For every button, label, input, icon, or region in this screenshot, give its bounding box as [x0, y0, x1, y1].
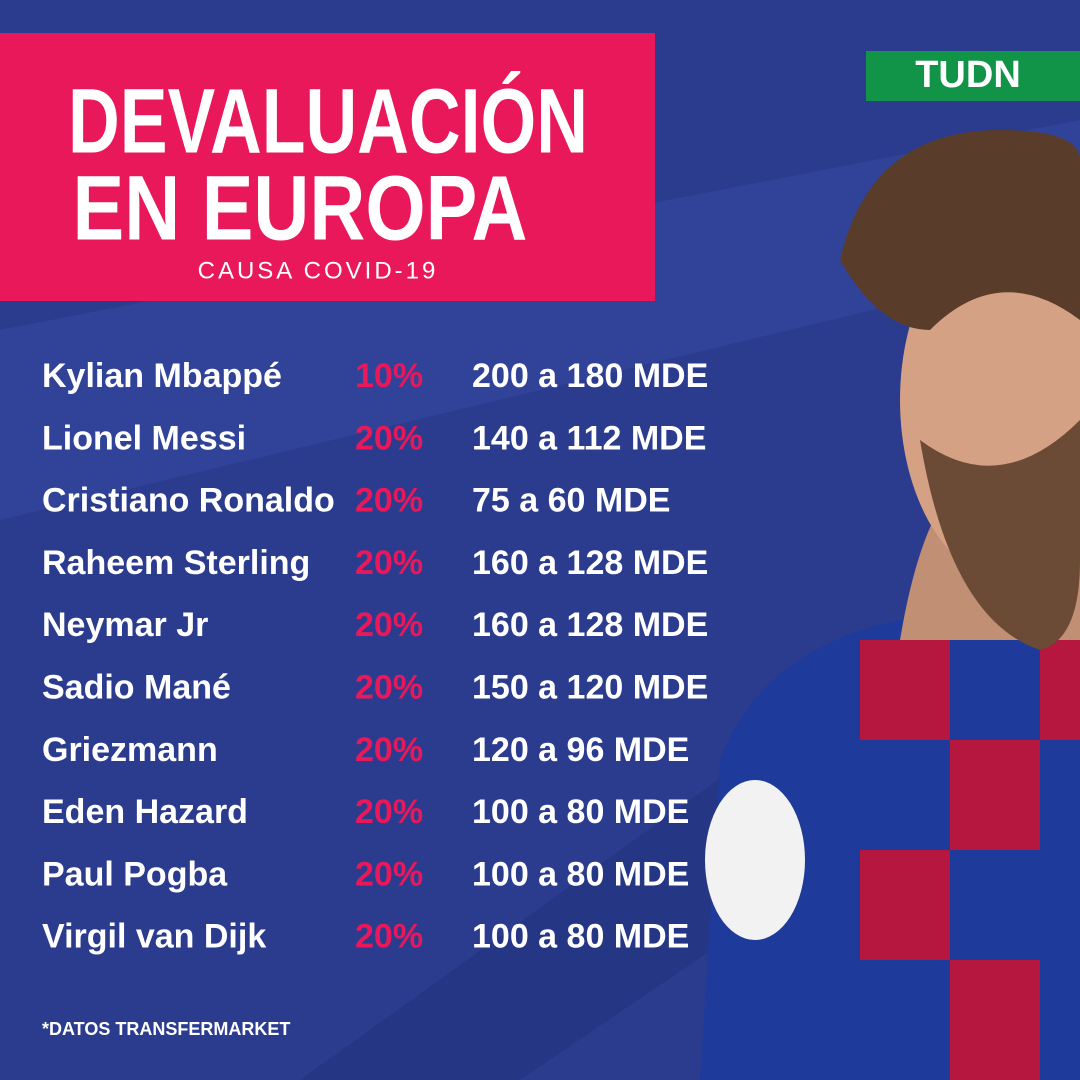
value-range: 200 a 180 MDE [472, 357, 708, 395]
devaluation-percent: 20% [355, 855, 423, 893]
player-name: Kylian Mbappé [42, 357, 282, 395]
player-name: Cristiano Ronaldo [42, 482, 335, 520]
value-range: 120 a 96 MDE [472, 731, 689, 769]
title-line: DEVALUACIÓN [68, 69, 588, 172]
value-range: 160 a 128 MDE [472, 544, 708, 582]
subtitle: CAUSA COVID-19 [198, 257, 439, 284]
value-range: 160 a 128 MDE [472, 606, 708, 644]
value-range: 100 a 80 MDE [472, 855, 689, 893]
player-name: Griezmann [42, 731, 218, 769]
footnote: *DATOS TRANSFERMARKET [42, 1019, 290, 1039]
bg-stripe [0, 120, 1080, 520]
devaluation-percent: 20% [355, 793, 423, 831]
table: Kylian Mbappé 10% 200 a 180 MDE Lionel Mess… [42, 357, 708, 956]
player-name: Paul Pogba [42, 855, 228, 893]
devaluation-percent: 10% [355, 357, 423, 395]
player-name: Lionel Messi [42, 419, 246, 457]
devaluation-percent: 20% [355, 419, 423, 457]
player-name: Neymar Jr [42, 606, 208, 644]
player-name: Sadio Mané [42, 668, 231, 706]
brand-logo: TUDN [915, 54, 1021, 96]
devaluation-percent: 20% [355, 731, 423, 769]
devaluation-percent: 20% [355, 606, 423, 644]
value-range: 150 a 120 MDE [472, 668, 708, 706]
player-name: Eden Hazard [42, 793, 248, 831]
title-box [0, 33, 655, 301]
devaluation-percent: 20% [355, 482, 423, 520]
devaluation-percent: 20% [355, 918, 423, 956]
value-range: 100 a 80 MDE [472, 793, 689, 831]
brand-badge [866, 51, 1080, 101]
player-name: Raheem Sterling [42, 544, 310, 582]
player-name: Virgil van Dijk [42, 918, 266, 956]
title-line: EN EUROPA [73, 157, 528, 259]
devaluation-percent: 20% [355, 544, 423, 582]
player-photo [700, 130, 1080, 1080]
devaluation-percent: 20% [355, 668, 423, 706]
value-range: 140 a 112 MDE [472, 419, 706, 457]
value-range: 100 a 80 MDE [472, 918, 689, 956]
value-range: 75 a 60 MDE [472, 482, 670, 520]
